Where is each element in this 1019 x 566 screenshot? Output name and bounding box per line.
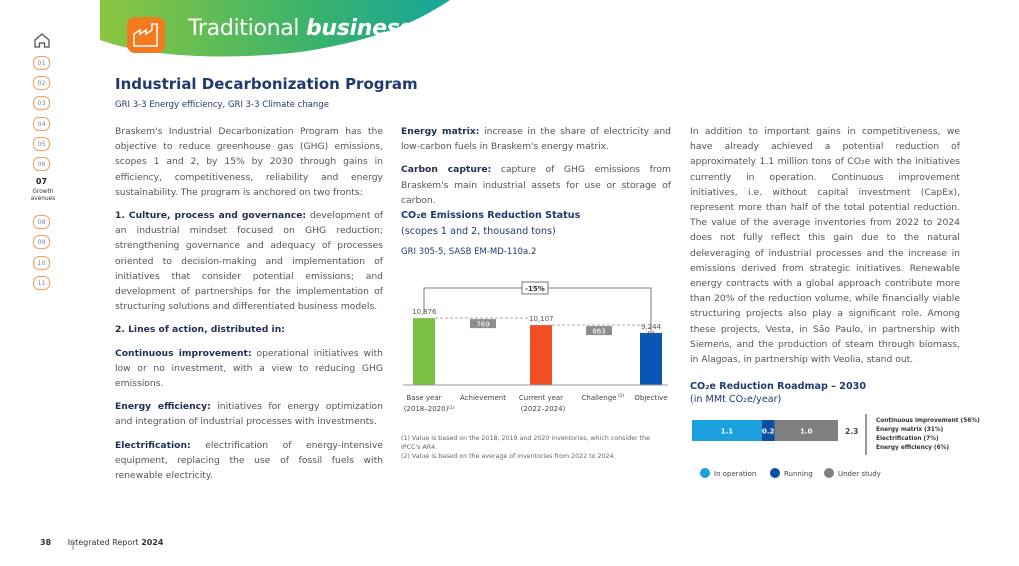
footer: 38 Integrated Report 2024 (40, 538, 163, 547)
legend-swatch (770, 468, 780, 478)
chart-subtitle: (scopes 1 and 2, thousand tons) (401, 226, 556, 237)
footnote: (1) Value is based on the 2018, 2019 and… (401, 435, 650, 451)
legend-label: Under study (838, 470, 881, 478)
header-swoosh (100, 0, 450, 57)
breakdown-item: Energy efficiency (6%) (876, 445, 949, 451)
page-title: Industrial Decarbonization Program (115, 75, 418, 93)
footnote: (2) Value is based on the average of inv… (401, 453, 616, 460)
breakdown-item: Electrification (7%) (876, 436, 939, 442)
breakdown-item: Continuous improvement (56%) (876, 418, 980, 424)
paragraph-text: operational initiatives with low or no i… (115, 347, 383, 390)
category-label: Current year (519, 394, 563, 402)
total-label: 2.3 (845, 427, 858, 436)
paragraph: Energy efficiency: initiatives for energ… (115, 399, 383, 429)
nav-active-label: Growth avenues (30, 189, 56, 203)
category-label: Achievement (460, 394, 506, 402)
paragraph-text: capture of GHG emissions from Braskem's … (401, 164, 671, 206)
legend-label: In operation (714, 470, 756, 478)
legend-swatch (700, 468, 710, 478)
paragraph-text: electrification of energy-intensive equi… (115, 439, 383, 482)
paragraph: Carbon capture: capture of GHG emissions… (401, 162, 671, 208)
paragraph-text: development of an industrial mindset foc… (115, 210, 384, 313)
page-subtitle: GRI 3-3 Energy efficiency, GRI 3-3 Clima… (115, 100, 329, 110)
section-name: Traditional (188, 16, 300, 41)
column-1: Braskem's Industrial Decarbonization Pro… (115, 124, 383, 491)
nav-item[interactable]: 10 (33, 255, 50, 270)
nav-item[interactable]: 04 (33, 116, 50, 131)
paragraph: Electrification: electrification of ener… (115, 438, 383, 484)
paragraph-lead: Energy efficiency: (115, 401, 211, 413)
paragraph-text: Braskem's Industrial Decarbonization Pro… (115, 126, 383, 198)
breakdown-item: Energy matrix (31%) (876, 427, 944, 433)
segment-label: 1.1 (721, 428, 734, 436)
paragraph: 2. Lines of action, distributed in: (115, 322, 383, 337)
paragraph: Continuous improvement: operational init… (115, 346, 383, 392)
section-emph: business (305, 16, 413, 41)
paragraph: Braskem's Industrial Decarbonization Pro… (115, 124, 383, 200)
paragraph: 1. Culture, process and governance: deve… (115, 208, 383, 314)
paragraph-lead: 2. Lines of action, distributed in: (115, 324, 285, 336)
column-3: In addition to important gains in compet… (690, 124, 960, 367)
column-2: Energy matrix: increase in the share of … (401, 124, 671, 216)
category-label: Challenge (582, 394, 617, 402)
paragraph-lead: Energy matrix: (401, 126, 480, 137)
value-label: 863 (592, 328, 605, 336)
chart-title: CO₂e Emissions Reduction Status (401, 210, 581, 221)
bar (640, 332, 662, 385)
category-label: Objective (634, 394, 667, 402)
nav-item[interactable]: 09 (33, 235, 50, 250)
category-label: Base year (407, 394, 442, 402)
report-name: Integrated Report (67, 538, 139, 547)
legend-swatch (824, 468, 834, 478)
paragraph-lead: Electrification: (115, 439, 191, 451)
category-ref: (1) (448, 405, 455, 411)
nav-item[interactable]: 06 (33, 157, 50, 171)
value-label: 769 (476, 321, 489, 329)
nav-item[interactable]: 03 (33, 96, 50, 111)
bar (413, 318, 435, 385)
nav-item[interactable]: 05 (33, 136, 50, 151)
nav-item[interactable]: 07 (35, 177, 48, 187)
nav-item[interactable]: 11 (33, 275, 50, 290)
value-label: 10,107 (529, 315, 554, 323)
value-box (586, 326, 612, 336)
paragraph-lead: 1. Culture, process and governance: (115, 210, 307, 222)
nav-item[interactable]: 08 (33, 215, 50, 230)
bar-segment (761, 420, 775, 441)
roadmap-subtitle: (in MMt CO₂e/year) (690, 394, 782, 405)
category-ref: (2) (618, 393, 625, 399)
home-icon[interactable] (34, 33, 50, 48)
paragraph: Energy matrix: increase in the share of … (401, 124, 671, 154)
nav-item[interactable]: 02 (33, 76, 50, 91)
section-title: Traditional business (188, 16, 413, 41)
bar-segment (774, 420, 838, 441)
chart-reference: GRI 305-5, SASB EM-MD-110a.2 (401, 247, 537, 257)
nav-item[interactable]: 01 (33, 56, 50, 70)
footnotes: (1) Value is based on the 2018, 2019 and… (401, 434, 671, 461)
value-label: 10,876 (412, 308, 437, 316)
roadmap-title: CO₂e Reduction Roadmap – 2030 (690, 381, 866, 392)
arrow-head (647, 330, 655, 337)
category-note: (2022–2024) (521, 405, 566, 413)
legend-label: Running (784, 470, 813, 478)
segment-label: 1.0 (800, 428, 813, 436)
category-note: (2018–2020) (404, 405, 449, 413)
factory-icon (133, 23, 158, 47)
paragraph: In addition to important gains in compet… (690, 126, 960, 366)
paragraph-lead: Continuous improvement: (115, 347, 252, 359)
annotation-box (521, 281, 549, 295)
page-number: 38 (40, 538, 52, 547)
paragraph-text: initiatives for energy optimization and … (115, 401, 384, 428)
annotation: -15% (525, 285, 545, 293)
value-box (470, 319, 496, 329)
report-year: 2024 (141, 538, 164, 547)
paragraph-lead: Carbon capture: (401, 164, 492, 176)
paragraph-text: increase in the share of electricity and… (401, 126, 671, 153)
segment-label: 0.2 (762, 428, 775, 436)
section-icon (127, 17, 165, 53)
bar (530, 325, 552, 385)
bar-segment (692, 420, 762, 441)
